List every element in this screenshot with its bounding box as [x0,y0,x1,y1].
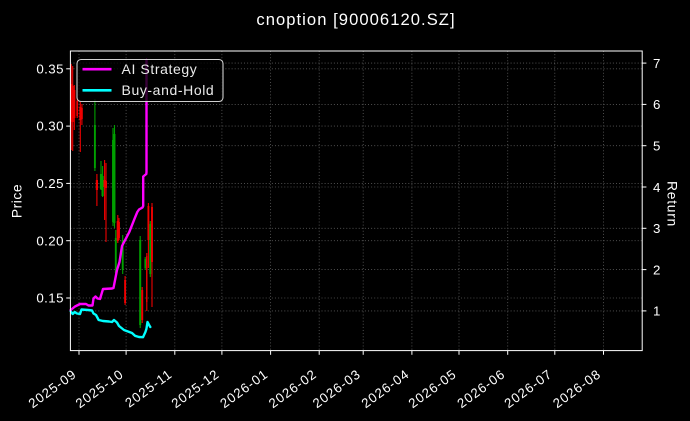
svg-text:4: 4 [653,180,661,195]
svg-text:1: 1 [653,304,661,319]
svg-text:2: 2 [653,262,661,277]
svg-text:3: 3 [653,221,661,236]
svg-text:7: 7 [653,56,661,71]
svg-text:0.35: 0.35 [36,61,64,76]
svg-text:Buy-and-Hold: Buy-and-Hold [122,82,215,98]
svg-text:Return: Return [665,181,681,227]
svg-text:0.20: 0.20 [36,233,64,248]
svg-text:5: 5 [653,139,661,154]
svg-text:0.25: 0.25 [36,176,64,191]
svg-text:0.15: 0.15 [36,291,64,306]
svg-text:AI Strategy: AI Strategy [122,61,198,77]
svg-text:6: 6 [653,97,661,112]
svg-text:0.30: 0.30 [36,119,64,134]
svg-text:Price: Price [9,184,25,218]
svg-text:cnoption [90006120.SZ]: cnoption [90006120.SZ] [256,10,455,29]
